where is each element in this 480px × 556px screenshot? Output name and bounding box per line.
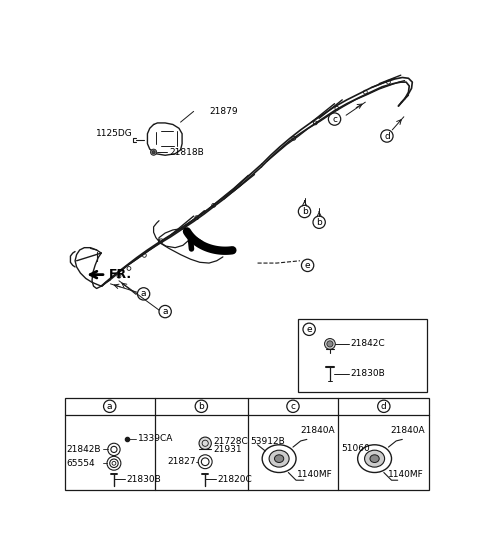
Text: a: a (107, 402, 112, 411)
Text: 21879: 21879 (209, 107, 238, 116)
Bar (65, 398, 429, 490)
Text: 21840A: 21840A (300, 426, 336, 435)
Text: a: a (141, 289, 146, 299)
Text: 21842B: 21842B (67, 445, 101, 454)
Text: 21931: 21931 (214, 445, 242, 454)
Text: 21842C: 21842C (351, 339, 385, 349)
Text: d: d (384, 132, 390, 141)
Text: 51060: 51060 (341, 444, 370, 453)
Circle shape (327, 341, 333, 347)
Text: c: c (290, 402, 296, 411)
Text: 1140MF: 1140MF (297, 470, 333, 479)
Text: 21728C: 21728C (214, 437, 249, 446)
Text: FR.: FR. (109, 268, 132, 281)
Text: 53912B: 53912B (250, 437, 285, 446)
Ellipse shape (269, 450, 289, 467)
Text: 65554: 65554 (67, 459, 95, 468)
Text: 21827: 21827 (168, 457, 196, 466)
Circle shape (151, 149, 156, 155)
Text: b: b (198, 402, 204, 411)
Text: 21820C: 21820C (217, 475, 252, 484)
Text: 21818B: 21818B (169, 148, 204, 157)
Text: a: a (162, 307, 168, 316)
Ellipse shape (365, 450, 384, 467)
Ellipse shape (370, 455, 379, 463)
Text: 1125DG: 1125DG (96, 129, 133, 138)
Circle shape (199, 437, 211, 449)
Text: 21830B: 21830B (126, 475, 161, 484)
Circle shape (324, 339, 336, 349)
Text: c: c (332, 115, 337, 123)
Bar (298, 319, 427, 393)
Text: 1140MF: 1140MF (388, 470, 423, 479)
Text: 1339CA: 1339CA (138, 434, 173, 443)
Text: b: b (316, 218, 322, 227)
Text: 21840A: 21840A (390, 426, 425, 435)
Text: e: e (305, 261, 311, 270)
Text: e: e (306, 325, 312, 334)
Text: d: d (381, 402, 387, 411)
Circle shape (152, 151, 155, 153)
Ellipse shape (275, 455, 284, 463)
Text: 21830B: 21830B (351, 369, 385, 379)
Text: b: b (301, 207, 307, 216)
